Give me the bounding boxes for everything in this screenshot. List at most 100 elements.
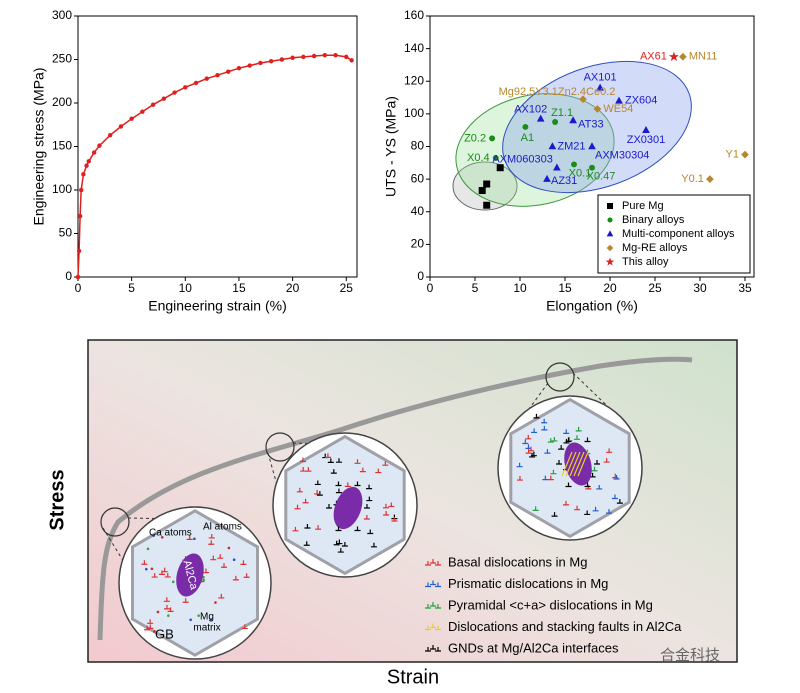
- marker-circle: [290, 55, 295, 60]
- marker-circle: [552, 119, 559, 126]
- dislocation: [430, 645, 436, 650]
- marker-triangle: [588, 142, 596, 150]
- point-label: A1: [521, 132, 534, 144]
- dislocation: [147, 624, 154, 629]
- dislocation: [388, 502, 395, 508]
- marker-diamond: [593, 105, 602, 113]
- marker-circle: [91, 150, 97, 155]
- dislocation: [370, 542, 377, 548]
- dislocation: [302, 498, 309, 504]
- marker-circle: [322, 52, 328, 58]
- annotation: Mg: [200, 612, 214, 623]
- point-label: AXM060303: [492, 154, 553, 166]
- dislocation: [574, 505, 581, 511]
- dislocation: [315, 525, 322, 530]
- marker-circle: [129, 116, 134, 121]
- marker-circle: [344, 54, 349, 60]
- stacking-fault: [565, 451, 577, 477]
- point-label: Mg92.5Y3.1Zn2.4Ce0.2: [499, 86, 616, 98]
- y-tick-label: 50: [59, 226, 73, 240]
- legend-label: This alloy: [622, 256, 669, 268]
- dislocation: [221, 563, 228, 568]
- marker-triangle: [606, 230, 614, 237]
- marker-triangle: [543, 174, 551, 182]
- marker-circle: [268, 59, 274, 64]
- atom: [209, 618, 213, 621]
- marker-triangle: [615, 96, 623, 104]
- diagram-y-label: Stress: [46, 469, 68, 530]
- dislocation: [605, 509, 612, 514]
- x-tick-label: 15: [232, 281, 246, 295]
- dislocation: [383, 511, 390, 516]
- dislocation: [296, 487, 303, 493]
- marker-star: [605, 257, 615, 266]
- dislocation: [547, 438, 554, 443]
- dislocation: [375, 468, 382, 474]
- marker-circle: [311, 53, 317, 59]
- dislocation: [344, 482, 351, 487]
- point-label: AX102: [514, 104, 547, 116]
- marker-triangle: [553, 163, 561, 171]
- annotation: GB: [155, 626, 174, 641]
- dislocation: [354, 526, 361, 532]
- x-tick-label: 10: [179, 281, 193, 295]
- x-axis-title: Engineering strain (%): [148, 298, 287, 314]
- marker-circle: [349, 58, 354, 63]
- marker-circle: [204, 76, 209, 81]
- marker-circle: [193, 80, 199, 86]
- legend-label: Pure Mg: [622, 200, 664, 212]
- dislocation: [594, 460, 600, 465]
- legend-box: [597, 194, 751, 274]
- y-tick-label: 120: [404, 73, 424, 87]
- marker-triangle: [548, 142, 557, 150]
- al2ca-particle: [333, 486, 363, 530]
- y-axis-title: UTS - YS (MPa): [383, 96, 399, 197]
- dislocation: [341, 541, 348, 547]
- zoom-1: [265, 432, 418, 578]
- dislocation: [218, 593, 225, 599]
- dislocation: [391, 517, 398, 522]
- marker-circle: [492, 154, 499, 161]
- point-label: Z1.1: [551, 107, 573, 119]
- dislocation: [527, 446, 534, 452]
- dislocation: [299, 457, 306, 463]
- dislocation: [430, 580, 436, 586]
- point-label: AX101: [584, 72, 617, 84]
- marker-circle: [247, 63, 252, 68]
- y-tick-label: 0: [417, 269, 424, 283]
- dislocation: [425, 561, 431, 566]
- dislocation: [516, 462, 523, 468]
- stacking-fault: [577, 451, 589, 477]
- schematic-curve: [97, 356, 693, 641]
- marker-square: [478, 187, 486, 195]
- marker-circle: [77, 213, 83, 219]
- dislocation: [616, 499, 623, 504]
- point-label: WE54: [603, 103, 633, 115]
- zoom-guide: [572, 372, 610, 409]
- dislocation: [530, 451, 537, 457]
- dislocation: [435, 604, 441, 609]
- dislocation: [532, 506, 539, 511]
- atom: [156, 610, 160, 614]
- marker-circle: [172, 90, 177, 95]
- marker-circle: [571, 161, 577, 168]
- dislocation: [430, 559, 436, 564]
- marker-circle: [76, 248, 82, 254]
- marker-diamond: [606, 244, 614, 252]
- dislocation: [364, 504, 370, 509]
- dislocation: [425, 604, 431, 609]
- point-label: ZX604: [625, 95, 657, 107]
- marker-circle: [226, 69, 231, 74]
- point-label: AT33: [578, 118, 603, 130]
- point-label: Z0.2: [464, 132, 486, 144]
- atom: [193, 537, 196, 541]
- x-tick-label: 25: [648, 281, 662, 295]
- dislocation: [294, 504, 301, 510]
- marker-circle: [150, 102, 156, 107]
- dislocation: [144, 625, 151, 631]
- marker-circle: [75, 274, 81, 280]
- atom: [153, 630, 156, 633]
- dislocation: [335, 481, 342, 487]
- dislocation: [565, 437, 572, 443]
